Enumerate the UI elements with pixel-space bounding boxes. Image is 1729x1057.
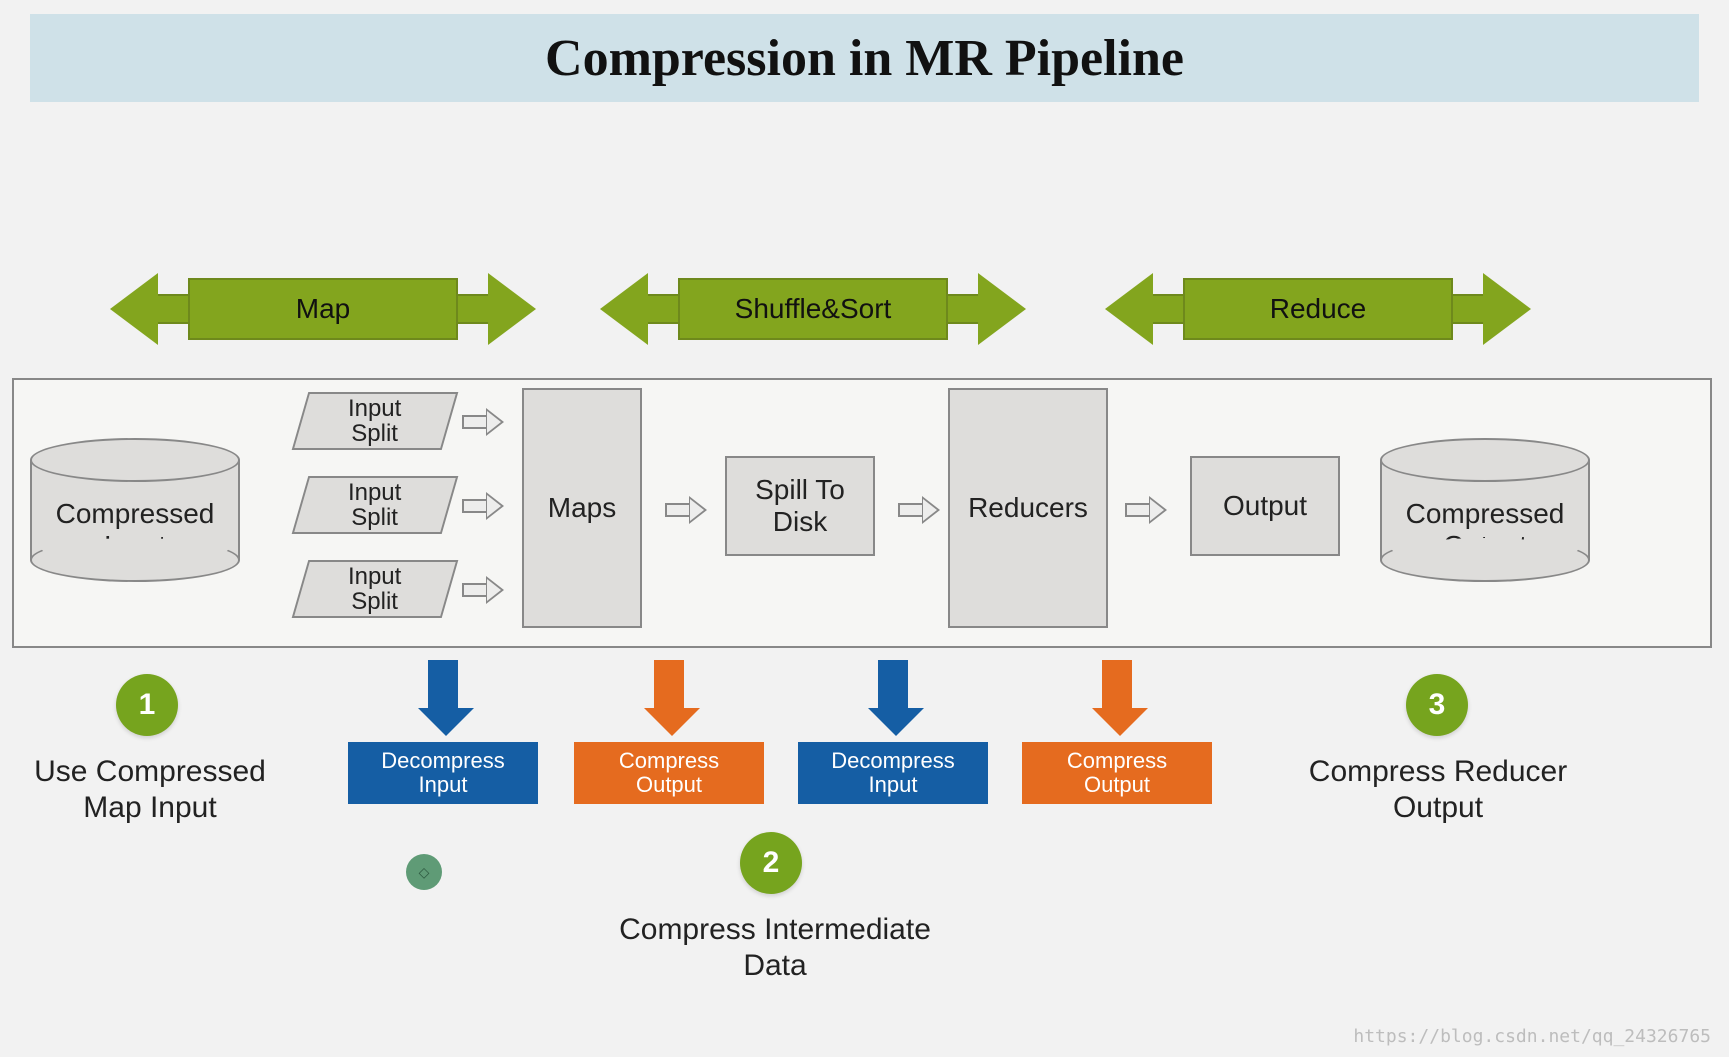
- phase-label: Map: [296, 293, 350, 325]
- action-label: DecompressInput: [831, 749, 954, 797]
- title-bar: Compression in MR Pipeline: [30, 14, 1699, 102]
- down-arrow-icon: [868, 660, 918, 736]
- action-label: CompressOutput: [619, 749, 719, 797]
- arrow-right-icon: [978, 273, 1026, 345]
- phase-label-box: Shuffle&Sort: [678, 278, 948, 340]
- spill-label: Spill ToDisk: [755, 474, 845, 538]
- down-arrow-icon: [418, 660, 468, 736]
- input-split-box: InputSplit: [292, 392, 459, 450]
- input-split-label: InputSplit: [348, 396, 401, 446]
- compressed-output-cylinder: CompressedOutput: [1380, 438, 1590, 582]
- page-title: Compression in MR Pipeline: [545, 29, 1184, 88]
- decompress-input-box: DecompressInput: [348, 742, 538, 804]
- phase-label-box: Map: [188, 278, 458, 340]
- step-number-circle: 3: [1406, 674, 1468, 736]
- flow-arrow-icon: [462, 576, 506, 604]
- step-number: 1: [139, 688, 156, 722]
- reducers-box: Reducers: [948, 388, 1108, 628]
- flow-arrow-icon: [462, 492, 506, 520]
- down-arrow-icon: [1092, 660, 1142, 736]
- step-number-circle: 2: [740, 832, 802, 894]
- decompress-input-box: DecompressInput: [798, 742, 988, 804]
- maps-label: Maps: [548, 492, 616, 524]
- action-label: CompressOutput: [1067, 749, 1167, 797]
- arrow-left-icon: [600, 273, 648, 345]
- maps-box: Maps: [522, 388, 642, 628]
- arrow-right-icon: [488, 273, 536, 345]
- spill-to-disk-box: Spill ToDisk: [725, 456, 875, 556]
- action-label: DecompressInput: [381, 749, 504, 797]
- input-split-box: InputSplit: [292, 476, 459, 534]
- arrow-left-icon: [110, 273, 158, 345]
- step-number-circle: 1: [116, 674, 178, 736]
- step-label: Compress IntermediateData: [600, 912, 950, 984]
- flow-arrow-icon: [462, 408, 506, 436]
- arrow-left-icon: [1105, 273, 1153, 345]
- phase-banner-shuffle: Shuffle&Sort: [600, 278, 1026, 340]
- phase-label: Shuffle&Sort: [735, 293, 892, 325]
- phase-label: Reduce: [1270, 293, 1367, 325]
- step-label: Use CompressedMap Input: [20, 754, 280, 826]
- flow-arrow-icon: [1125, 496, 1169, 524]
- arrow-right-icon: [1483, 273, 1531, 345]
- phase-label-box: Reduce: [1183, 278, 1453, 340]
- step-label: Compress ReducerOutput: [1278, 754, 1598, 826]
- decorative-dot: ◇: [406, 854, 442, 890]
- flow-arrow-icon: [898, 496, 942, 524]
- phase-banner-map: Map: [110, 278, 536, 340]
- step-number: 2: [763, 846, 780, 880]
- reducers-label: Reducers: [968, 492, 1088, 524]
- watermark-url: https://blog.csdn.net/qq_24326765: [1353, 1026, 1711, 1047]
- phase-banner-reduce: Reduce: [1105, 278, 1531, 340]
- flow-arrow-icon: [665, 496, 709, 524]
- input-split-label: InputSplit: [348, 480, 401, 530]
- dot-glyph: ◇: [419, 864, 430, 881]
- compressed-input-cylinder: CompressedInput: [30, 438, 240, 582]
- input-split-box: InputSplit: [292, 560, 459, 618]
- output-box: Output: [1190, 456, 1340, 556]
- output-label: Output: [1223, 490, 1307, 522]
- input-split-label: InputSplit: [348, 564, 401, 614]
- compress-output-box: CompressOutput: [574, 742, 764, 804]
- step-number: 3: [1429, 688, 1446, 722]
- down-arrow-icon: [644, 660, 694, 736]
- compress-output-box: CompressOutput: [1022, 742, 1212, 804]
